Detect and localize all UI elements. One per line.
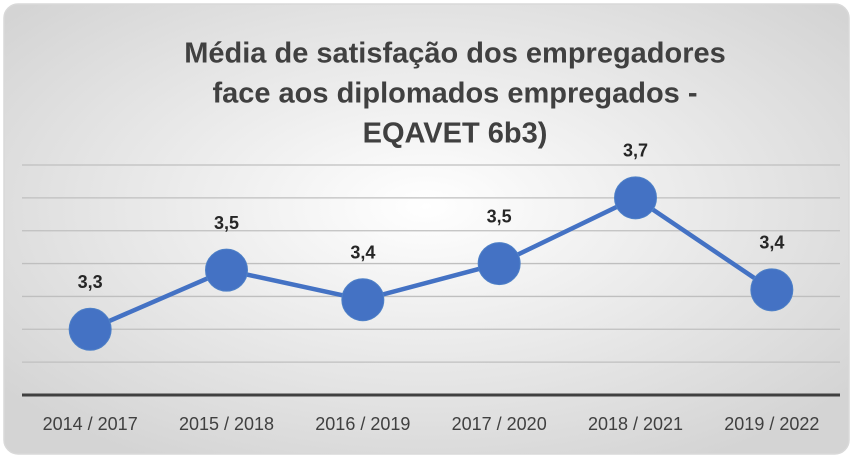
marker xyxy=(68,307,112,351)
data-label: 3,5 xyxy=(214,213,239,233)
data-label: 3,3 xyxy=(78,272,103,292)
marker xyxy=(205,248,248,292)
data-label: 3,7 xyxy=(623,141,648,161)
series-line xyxy=(89,195,774,332)
x-tick-label: 2015 / 2018 xyxy=(179,414,274,434)
x-tick-label: 2018 / 2021 xyxy=(588,414,683,434)
x-tick-label: 2016 / 2019 xyxy=(315,414,410,434)
chart-title: face aos diplomados empregados - xyxy=(212,78,697,110)
marker xyxy=(750,268,794,312)
marker xyxy=(614,176,657,220)
data-label: 3,5 xyxy=(487,206,512,226)
marker xyxy=(477,242,521,286)
marker xyxy=(341,278,385,322)
chart-background xyxy=(3,3,850,455)
x-tick-label: 2014 / 2017 xyxy=(43,414,138,434)
chart-title: Média de satisfação dos empregadores xyxy=(184,38,726,70)
x-tick-label: 2017 / 2020 xyxy=(452,414,547,434)
data-label: 3,4 xyxy=(759,233,784,253)
x-tick-label: 2019 / 2022 xyxy=(724,414,819,434)
data-label: 3,4 xyxy=(350,242,375,262)
chart-title: EQAVET 6b3) xyxy=(363,118,548,150)
